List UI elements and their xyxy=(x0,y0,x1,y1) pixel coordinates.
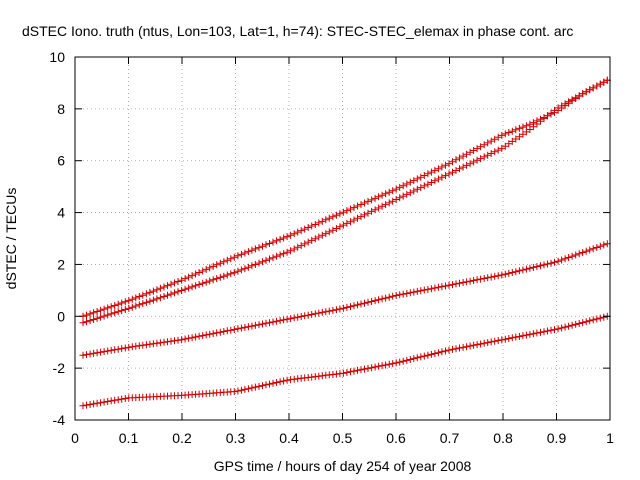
y-tick-label: 2 xyxy=(57,256,65,272)
series-1 xyxy=(79,76,611,320)
y-tick-label: 4 xyxy=(57,205,65,221)
x-tick-label: 0 xyxy=(71,430,79,446)
axis-ticks: 0 0.1 0.2 0.3 0.4 0.5 0.6 0.7 0.8 0.9 1 -4 -2 0 2 4 6 8 10 xyxy=(49,49,614,446)
series-3 xyxy=(79,240,611,359)
x-tick-label: 0.5 xyxy=(333,430,353,446)
series-1-points xyxy=(79,76,611,320)
y-tick-label: 8 xyxy=(57,101,65,117)
y-tick-label: 10 xyxy=(49,49,65,65)
series-4-points xyxy=(79,312,611,410)
x-tick-label: 0.6 xyxy=(386,430,406,446)
y-tick-label: 6 xyxy=(57,153,65,169)
series-3-points xyxy=(79,240,611,359)
x-tick-label: 0.9 xyxy=(547,430,567,446)
x-tick-label: 0.1 xyxy=(119,430,139,446)
series-2-points xyxy=(79,76,611,327)
series-4 xyxy=(79,312,611,410)
series-2 xyxy=(79,76,611,327)
x-tick-label: 1 xyxy=(606,430,614,446)
y-tick-label: -4 xyxy=(53,412,66,428)
x-tick-label: 0.4 xyxy=(279,430,299,446)
grid-lines xyxy=(75,57,610,420)
y-tick-label: 0 xyxy=(57,308,65,324)
x-tick-label: 0.3 xyxy=(226,430,246,446)
y-axis-label: dSTEC / TECUs xyxy=(3,188,19,290)
y-tick-label: -2 xyxy=(53,360,66,376)
x-axis-label: GPS time / hours of day 254 of year 2008 xyxy=(214,458,472,474)
x-tick-label: 0.7 xyxy=(440,430,460,446)
x-tick-label: 0.2 xyxy=(172,430,192,446)
data-marks xyxy=(79,76,611,410)
x-tick-label: 0.8 xyxy=(493,430,513,446)
chart-title: dSTEC Iono. truth (ntus, Lon=103, Lat=1,… xyxy=(22,23,573,39)
